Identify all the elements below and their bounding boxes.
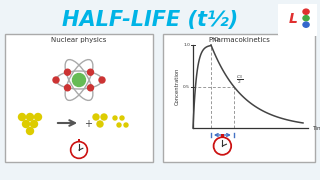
Circle shape	[303, 9, 309, 14]
Circle shape	[93, 114, 99, 120]
Circle shape	[124, 123, 128, 127]
Circle shape	[35, 114, 42, 120]
Circle shape	[97, 121, 103, 127]
Circle shape	[73, 73, 85, 87]
Circle shape	[120, 116, 124, 120]
Circle shape	[19, 114, 26, 120]
FancyBboxPatch shape	[5, 34, 153, 162]
Text: $C_0$: $C_0$	[213, 35, 221, 44]
Circle shape	[65, 85, 70, 91]
Text: L: L	[289, 12, 297, 26]
Circle shape	[99, 77, 105, 83]
Circle shape	[101, 114, 107, 120]
FancyBboxPatch shape	[277, 3, 318, 37]
Circle shape	[70, 141, 87, 159]
Text: Concentration: Concentration	[174, 68, 180, 105]
Text: HALF-LIFE (t½): HALF-LIFE (t½)	[62, 10, 238, 30]
Text: Time: Time	[312, 125, 320, 130]
Text: Pharmacokinetics: Pharmacokinetics	[208, 37, 270, 43]
Circle shape	[213, 137, 231, 155]
Circle shape	[72, 143, 86, 157]
Circle shape	[87, 85, 93, 91]
FancyBboxPatch shape	[221, 134, 224, 138]
Text: 1.0: 1.0	[183, 43, 190, 47]
Circle shape	[303, 22, 309, 27]
Circle shape	[27, 127, 34, 134]
Text: 0.5: 0.5	[183, 84, 190, 89]
FancyBboxPatch shape	[77, 139, 81, 142]
Circle shape	[303, 16, 309, 21]
Circle shape	[27, 114, 34, 120]
Text: +: +	[84, 119, 92, 129]
Circle shape	[53, 77, 59, 83]
Text: $\frac{C_0}{2}$: $\frac{C_0}{2}$	[236, 73, 243, 86]
Circle shape	[117, 123, 121, 127]
Circle shape	[22, 120, 29, 127]
Circle shape	[215, 139, 229, 153]
Text: Nuclear physics: Nuclear physics	[51, 37, 107, 43]
Circle shape	[65, 69, 70, 75]
Circle shape	[87, 69, 93, 75]
Circle shape	[30, 120, 37, 127]
FancyBboxPatch shape	[163, 34, 315, 162]
Circle shape	[113, 116, 117, 120]
